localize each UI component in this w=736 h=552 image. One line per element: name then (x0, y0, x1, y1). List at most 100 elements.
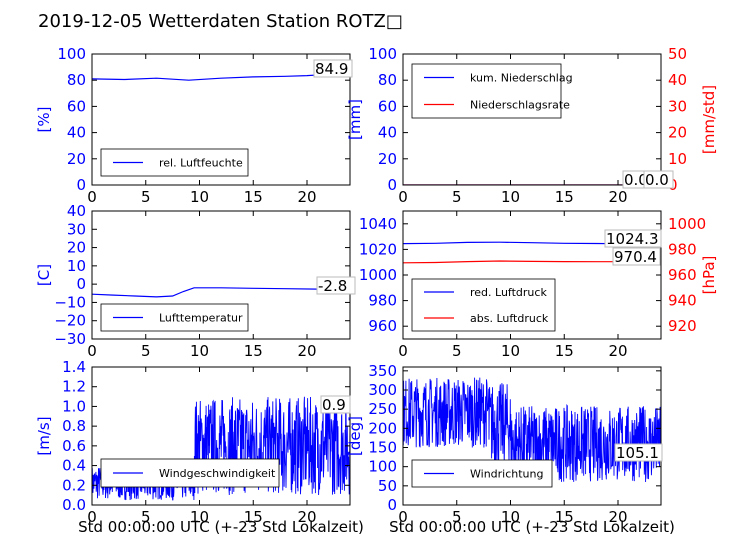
y2-tick-label: 940 (668, 292, 697, 310)
y-tick-label: 980 (368, 292, 397, 310)
x-tick-label: 10 (190, 342, 209, 360)
value-box (643, 170, 674, 189)
x-tick-label: 15 (555, 342, 574, 360)
current-value: 0.0 (624, 171, 648, 189)
value-box (604, 229, 662, 248)
y-tick-label: 1.0 (62, 397, 86, 415)
y-tick-label: 40 (67, 124, 86, 142)
x-tick-label: 0 (87, 188, 97, 206)
series-line-0 (403, 377, 661, 483)
panel-pressure: 0 5 10 15 20 960 980 1000 1020 1040 920 940 960 980 10… (359, 210, 718, 360)
x-axis-label: Std 00:00:00 UTC (+-23 Std Lokalzeit) (389, 518, 675, 536)
series-group (92, 73, 350, 81)
y-tick-label: 40 (67, 202, 86, 220)
current-value: 1024.3 (606, 230, 659, 248)
plot-frame (91, 53, 351, 186)
value-box (320, 395, 351, 414)
x-tick-label: 10 (501, 508, 520, 526)
y2-tick-label: 1000 (668, 215, 706, 233)
y2-tick-label: 960 (668, 266, 697, 284)
x-tick-label: 20 (608, 508, 627, 526)
y-tick-label: 1000 (359, 266, 397, 284)
x-tick-label: 20 (297, 342, 316, 360)
legend-box (411, 278, 556, 332)
y-tick-label: 960 (368, 317, 397, 335)
figure-title: 2019-12-05 Wetterdaten Station ROTZ□ (38, 11, 403, 32)
y-tick-label: 0 (387, 176, 397, 194)
y2-tick-label: 20 (668, 124, 687, 142)
y2-axis-label: [hPa] (700, 256, 718, 295)
y-tick-label: 100 (368, 45, 397, 63)
y-tick-label: 300 (368, 381, 397, 399)
current-value: 970.4 (614, 248, 657, 266)
current-value: 0.9 (322, 396, 346, 414)
y-tick-label: 100 (57, 45, 86, 63)
y-axis-label: [mm] (346, 99, 364, 140)
x-tick-label: 15 (244, 342, 263, 360)
x-tick-label: 0 (87, 508, 97, 526)
y2-tick-label: 30 (668, 97, 687, 115)
y2-tick-label: 920 (668, 317, 697, 335)
legend-label: red. Luftdruck (470, 286, 547, 299)
y-axis-label: [C] (35, 264, 53, 286)
series-line-0 (92, 73, 350, 81)
value-box (612, 247, 661, 266)
legend-label: Windrichtung (470, 468, 543, 481)
x-tick-label: 5 (141, 342, 151, 360)
series-line-0 (92, 287, 350, 298)
y-tick-label: 60 (378, 97, 397, 115)
series-group (403, 377, 661, 483)
current-value: 84.9 (315, 60, 348, 78)
y-tick-label: 60 (67, 97, 86, 115)
y2-tick-label: 40 (668, 71, 687, 89)
y-tick-label: −30 (54, 330, 86, 348)
y-tick-label: 350 (368, 362, 397, 380)
x-tick-label: 10 (501, 342, 520, 360)
y-tick-label: 80 (67, 71, 86, 89)
legend-box (411, 63, 562, 119)
value-box (614, 443, 663, 462)
x-tick-label: 5 (452, 188, 462, 206)
y2-tick-label: 50 (668, 45, 687, 63)
plot-frame (91, 366, 351, 506)
y-tick-label: −10 (54, 293, 86, 311)
y-tick-label: 50 (378, 477, 397, 495)
x-axis-label: Std 00:00:00 UTC (+-23 Std Lokalzeit) (78, 518, 364, 536)
legend: Windgeschwindigkeit (100, 458, 280, 488)
legend: Windrichtung (411, 459, 553, 488)
x-tick-label: 0 (398, 508, 408, 526)
legend: kum. Niederschlag Niederschlagsrate (411, 63, 573, 119)
y-tick-label: −20 (54, 312, 86, 330)
y-tick-label: 0 (387, 496, 397, 514)
x-tick-label: 5 (452, 342, 462, 360)
x-tick-label: 5 (141, 188, 151, 206)
y-tick-label: 1.4 (62, 358, 86, 376)
y-tick-label: 30 (67, 220, 86, 238)
legend-label: abs. Luftdruck (470, 312, 549, 325)
x-tick-label: 10 (190, 188, 209, 206)
y-tick-label: 0.6 (62, 437, 86, 455)
x-tick-label: 10 (501, 188, 520, 206)
y-tick-label: 40 (378, 124, 397, 142)
y-tick-label: 1020 (359, 240, 397, 258)
y-tick-label: 1.2 (62, 378, 86, 396)
x-tick-label: 0 (87, 342, 97, 360)
plot-frame (402, 53, 662, 186)
panel-temperature: 0 5 10 15 20−30−20−10010203040[C]Lufttempera… (35, 202, 356, 360)
current-value: 105.1 (616, 444, 659, 462)
legend: rel. Luftfeuchte (100, 148, 249, 177)
y-axis-label: [m/s] (35, 416, 53, 455)
y-tick-label: 10 (67, 257, 86, 275)
x-tick-label: 10 (190, 508, 209, 526)
legend-label: Lufttemperatur (159, 312, 243, 325)
x-tick-label: 0 (398, 188, 408, 206)
panel-windspeed: 0 5 10 15 20 0.0 0.20.4 0.6 0.8 1.01.2 1.4 [m/s] Std… (35, 358, 364, 536)
x-tick-label: 15 (555, 188, 574, 206)
panel-humidity: 0 5 10 15 20 0 20 40 60 80 100 [%] rel. Luftfeuchte 8… (35, 45, 353, 206)
y-tick-label: 0.0 (62, 496, 86, 514)
y-tick-label: 100 (368, 458, 397, 476)
value-box (316, 276, 356, 295)
